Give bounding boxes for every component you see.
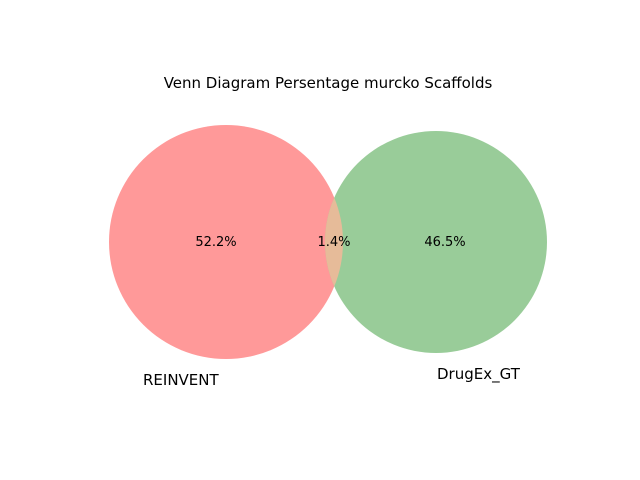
intersection-percentage: 1.4% (317, 235, 350, 250)
set-circle-reinvent (109, 125, 343, 359)
left-only-percentage: 52.2% (195, 235, 236, 250)
set-label-reinvent: REINVENT (143, 371, 220, 389)
set-label-drugex-gt: DrugEx_GT (437, 365, 521, 384)
right-only-percentage: 46.5% (424, 235, 465, 250)
set-circle-drugex-gt (325, 131, 547, 353)
diagram-title: Venn Diagram Persentage murcko Scaffolds (164, 74, 493, 92)
